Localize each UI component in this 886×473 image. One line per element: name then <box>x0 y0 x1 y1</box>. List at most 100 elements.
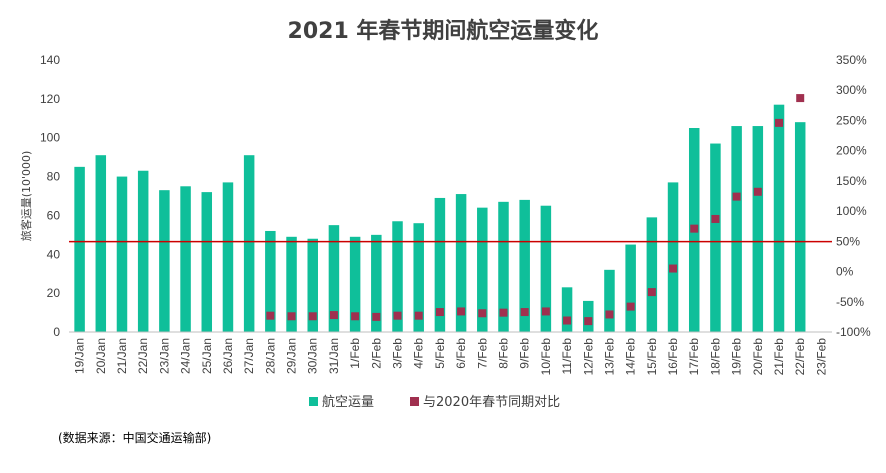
y-tick-label: 40 <box>47 247 61 261</box>
x-tick-label: 27/Jan <box>242 338 256 374</box>
bar <box>667 182 679 332</box>
x-tick-label: 12/Feb <box>581 338 595 376</box>
bar <box>328 225 340 332</box>
bar <box>434 197 446 332</box>
y-tick-label: 0 <box>53 325 60 339</box>
chart-title: 2021 年春节期间航空运量变化 <box>288 18 599 44</box>
bar <box>773 104 785 332</box>
bar <box>477 207 488 332</box>
y-tick-label: 20 <box>47 286 61 300</box>
x-tick-label: 21/Jan <box>115 338 129 374</box>
comparison-marker <box>732 192 741 201</box>
y-tick-label: 120 <box>40 92 60 106</box>
y2-tick-label: 50% <box>836 234 860 248</box>
x-tick-label: 3/Feb <box>391 338 405 369</box>
bar <box>286 236 297 332</box>
bar <box>159 190 170 332</box>
bar <box>307 238 318 332</box>
comparison-marker <box>669 264 678 273</box>
source-note: (数据来源：中国交通运输部) <box>58 430 211 445</box>
comparison-marker <box>499 308 508 317</box>
legend-label: 航空运量 <box>322 394 374 410</box>
bar <box>180 186 191 332</box>
x-tick-label: 13/Feb <box>602 338 616 376</box>
y2-tick-label: -50% <box>836 295 864 309</box>
bar <box>540 205 552 332</box>
legend-label: 与2020年春节同期对比 <box>423 395 560 410</box>
x-tick-label: 22/Jan <box>136 338 150 374</box>
comparison-marker <box>647 288 656 297</box>
bar <box>222 182 234 332</box>
x-tick-label: 28/Jan <box>263 338 277 374</box>
bar <box>625 244 636 332</box>
comparison-marker <box>414 311 423 320</box>
x-tick-label: 23/Jan <box>157 338 171 374</box>
x-tick-label: 26/Jan <box>221 338 235 374</box>
x-tick-label: 22/Feb <box>793 338 807 376</box>
bar <box>265 230 276 332</box>
y2-tick-label: 0% <box>836 265 854 279</box>
comparison-marker <box>584 317 593 326</box>
comparison-marker <box>435 308 444 317</box>
comparison-marker <box>520 308 529 317</box>
x-tick-label: 1/Feb <box>348 338 362 369</box>
x-tick-label: 14/Feb <box>624 338 638 376</box>
x-tick-label: 20/Jan <box>94 338 108 374</box>
y2-tick-label: 300% <box>836 83 867 97</box>
x-tick-label: 21/Feb <box>772 338 786 376</box>
x-tick-label: 6/Feb <box>454 338 468 369</box>
bar <box>243 155 255 332</box>
x-tick-label: 19/Jan <box>73 338 87 374</box>
y2-tick-label: 350% <box>836 53 867 67</box>
y2-tick-label: 250% <box>836 113 867 127</box>
comparison-marker <box>457 307 466 316</box>
plot-area: 0 20 40 60 80 100 120 140 -100% -50% 0% 50% 100% 150%… <box>40 53 871 375</box>
bar <box>604 269 615 332</box>
comparison-marker <box>329 311 338 320</box>
bar <box>95 155 107 332</box>
y-tick-label: 80 <box>47 170 61 184</box>
y2-tick-label: 150% <box>836 174 867 188</box>
bar <box>413 223 424 332</box>
y-tick-label: 100 <box>40 131 60 145</box>
x-tick-label: 9/Feb <box>518 338 532 369</box>
x-tick-label: 7/Feb <box>475 338 489 369</box>
x-tick-label: 16/Feb <box>666 338 680 376</box>
x-tick-label: 15/Feb <box>645 338 659 376</box>
comparison-marker <box>563 316 572 325</box>
x-tick-label: 10/Feb <box>539 338 553 376</box>
comparison-marker <box>690 224 699 233</box>
x-tick-label: 30/Jan <box>306 338 320 374</box>
y-axis-label: 旅客运量(10'000) <box>19 151 33 242</box>
y-tick-label: 60 <box>47 208 61 222</box>
comparison-marker <box>308 312 317 321</box>
legend-swatch <box>410 397 419 406</box>
bar <box>371 234 382 332</box>
x-tick-label: 31/Jan <box>327 338 341 374</box>
x-tick-label: 18/Feb <box>708 338 722 376</box>
comparison-marker <box>711 214 720 223</box>
bar <box>349 236 361 332</box>
comparison-marker <box>478 309 487 318</box>
x-tick-label: 2/Feb <box>369 338 383 369</box>
comparison-marker <box>287 312 296 321</box>
y2-tick-label: 100% <box>836 204 867 218</box>
bar <box>583 300 594 332</box>
comparison-marker <box>775 118 784 127</box>
comparison-marker <box>372 312 381 321</box>
legend: 航空运量 与2020年春节同期对比 <box>309 394 560 410</box>
bar <box>794 122 806 333</box>
comparison-marker <box>541 307 550 316</box>
x-tick-label: 20/Feb <box>751 338 765 376</box>
bar <box>519 199 530 332</box>
comparison-marker <box>753 187 762 196</box>
bar <box>392 221 403 332</box>
comparison-marker <box>266 311 275 320</box>
x-tick-label: 11/Feb <box>560 338 574 375</box>
x-tick-label: 29/Jan <box>285 338 299 374</box>
y2-tick-label: 200% <box>836 144 867 158</box>
comparison-marker <box>796 94 805 103</box>
bar <box>646 217 658 332</box>
comparison-marker <box>605 310 614 319</box>
